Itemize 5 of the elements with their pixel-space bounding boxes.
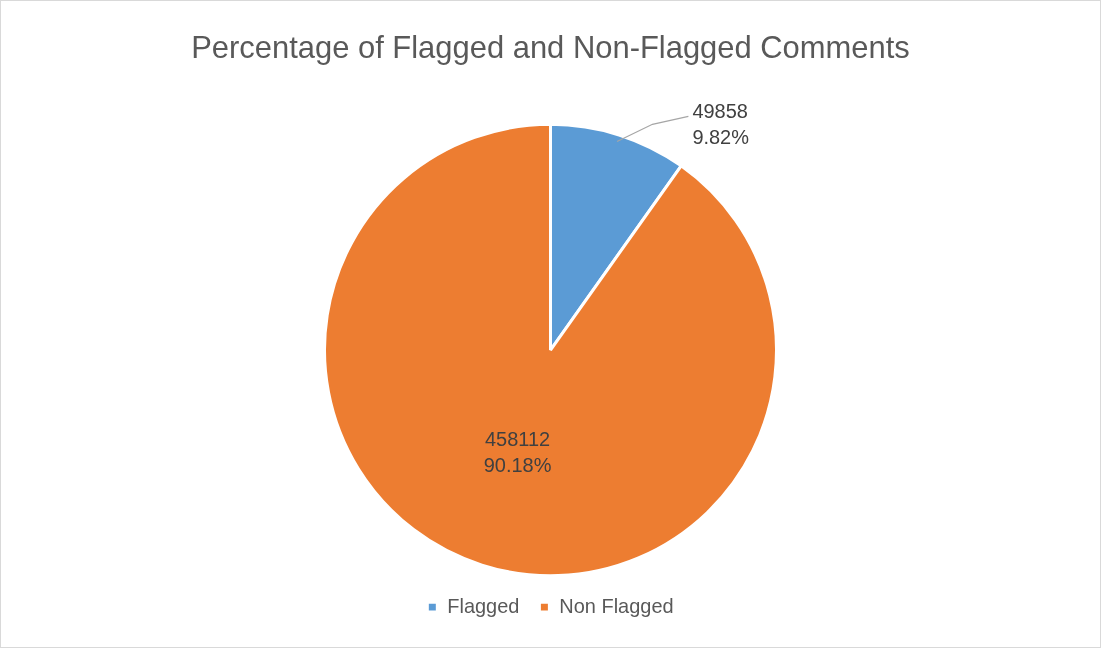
data-label: 458112 90.18% — [483, 427, 552, 476]
chart-title: Percentage of Flagged and Non-Flagged Comments — [191, 29, 910, 65]
legend-label: Non Flagged — [559, 594, 674, 617]
data-label: 49858 9.82% — [692, 99, 750, 148]
legend-label: Flagged — [447, 594, 520, 617]
